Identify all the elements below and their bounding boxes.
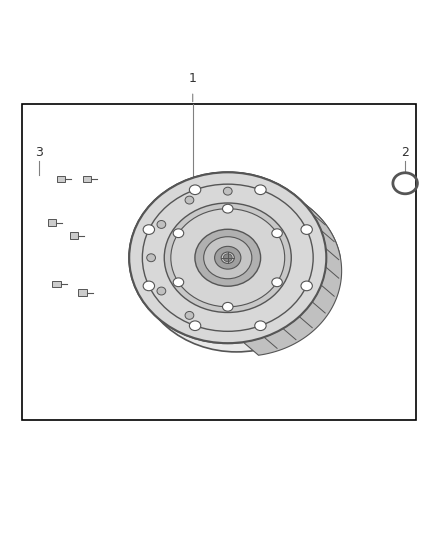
Ellipse shape — [195, 229, 261, 286]
Ellipse shape — [272, 229, 283, 238]
Ellipse shape — [301, 225, 312, 235]
FancyBboxPatch shape — [48, 219, 57, 226]
Polygon shape — [243, 173, 342, 355]
Ellipse shape — [157, 221, 166, 229]
Ellipse shape — [204, 237, 252, 279]
FancyBboxPatch shape — [83, 175, 92, 182]
FancyBboxPatch shape — [70, 232, 78, 239]
Ellipse shape — [255, 321, 266, 330]
Text: 2: 2 — [401, 146, 409, 159]
Ellipse shape — [143, 225, 155, 235]
Ellipse shape — [143, 281, 155, 290]
Polygon shape — [131, 172, 340, 257]
FancyBboxPatch shape — [57, 175, 65, 182]
Ellipse shape — [301, 281, 312, 290]
Ellipse shape — [171, 209, 285, 307]
Ellipse shape — [129, 172, 326, 343]
Ellipse shape — [223, 204, 233, 213]
Ellipse shape — [189, 185, 201, 195]
Ellipse shape — [221, 252, 234, 263]
Ellipse shape — [272, 278, 283, 287]
Ellipse shape — [164, 203, 291, 312]
FancyBboxPatch shape — [52, 281, 61, 287]
Ellipse shape — [223, 187, 232, 195]
Ellipse shape — [215, 246, 241, 269]
Ellipse shape — [185, 311, 194, 319]
Ellipse shape — [223, 302, 233, 311]
Ellipse shape — [173, 229, 184, 238]
Text: 3: 3 — [35, 146, 43, 159]
Ellipse shape — [223, 254, 232, 262]
Ellipse shape — [189, 321, 201, 330]
Ellipse shape — [138, 181, 335, 352]
Ellipse shape — [185, 196, 194, 204]
Ellipse shape — [173, 278, 184, 287]
Ellipse shape — [129, 172, 326, 343]
Ellipse shape — [255, 185, 266, 195]
Bar — [22, 104, 416, 420]
Ellipse shape — [147, 254, 155, 262]
FancyBboxPatch shape — [78, 289, 87, 296]
Text: 1: 1 — [189, 71, 197, 85]
Ellipse shape — [157, 287, 166, 295]
